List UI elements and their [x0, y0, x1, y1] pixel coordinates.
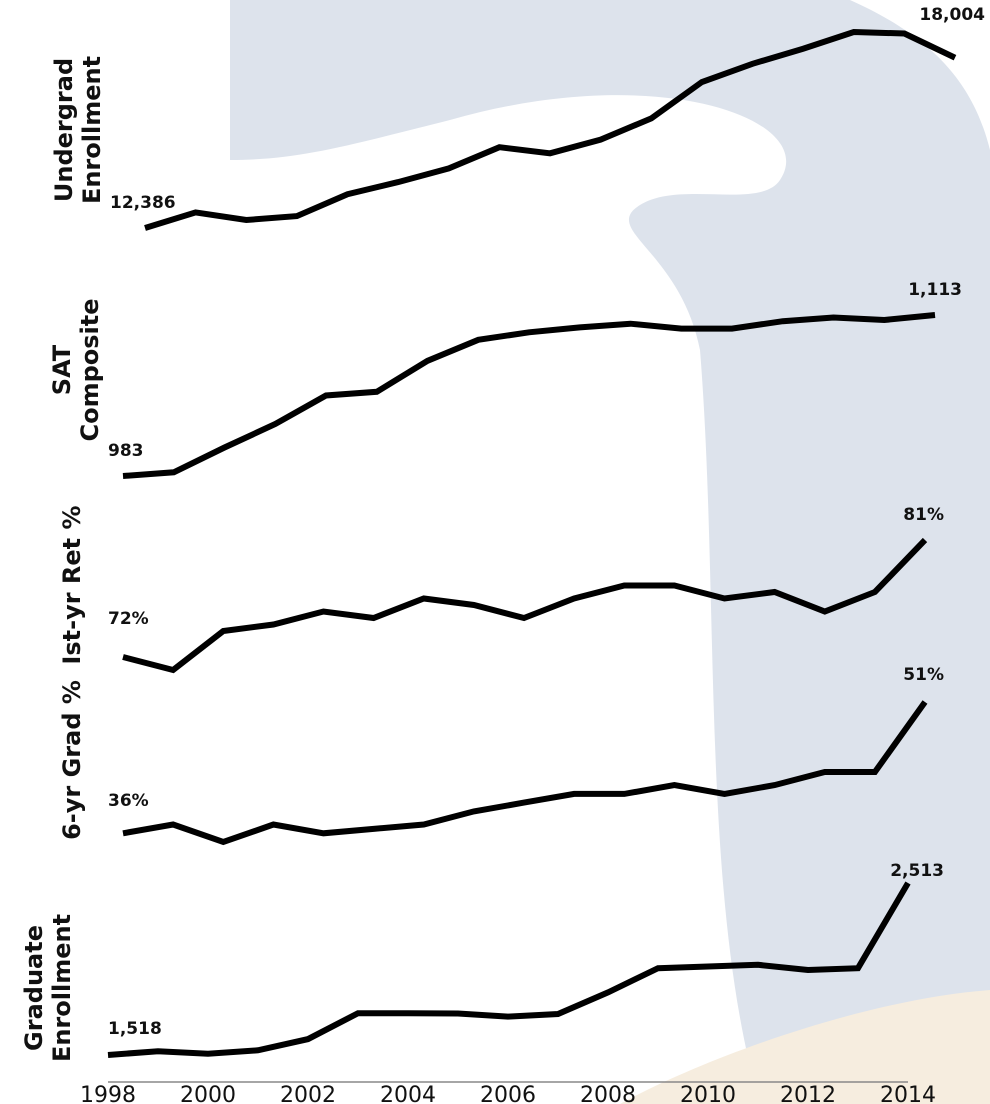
- start-label-sat: 983: [108, 441, 144, 461]
- x-tick-label-2012: 2012: [780, 1083, 836, 1104]
- end-label-sat: 1,113: [908, 280, 962, 300]
- series-line-undergrad-enrollment: [144, 28, 957, 231]
- watermark-tan-shape: [620, 990, 990, 1104]
- x-tick-label-2004: 2004: [380, 1083, 436, 1104]
- start-label-retention: 72%: [108, 609, 149, 629]
- series-lines: [107, 28, 957, 1058]
- row-label-graduate-line2: Enrollment: [48, 914, 76, 1062]
- start-label-grad-rate: 36%: [108, 791, 149, 811]
- watermark-logo: [230, 0, 990, 1104]
- series-line-six-year-grad-rate: [122, 700, 928, 846]
- x-axis-ticks: 1998 2000 2002 2004 2006 2008 2010 2012 2014: [80, 1083, 936, 1104]
- row-label-undergrad-line1: Undergrad: [50, 58, 78, 202]
- end-label-graduate: 2,513: [890, 861, 944, 881]
- data-labels: 12,386 18,004 983 1,113 72% 81% 36% 51% …: [108, 5, 985, 1039]
- row-label-sat-line1: SAT: [48, 344, 76, 395]
- x-tick-label-1998: 1998: [80, 1083, 136, 1104]
- series-line-sat-composite: [122, 312, 936, 479]
- watermark-blue-shape: [230, 0, 990, 1104]
- x-tick-label-2014: 2014: [880, 1083, 936, 1104]
- end-label-grad-rate: 51%: [903, 665, 944, 685]
- series-line-graduate-enrollment: [107, 881, 911, 1058]
- row-labels: Undergrad Enrollment SAT Composite Ist-y…: [20, 56, 106, 1062]
- x-tick-label-2002: 2002: [280, 1083, 336, 1104]
- x-tick-label-2010: 2010: [680, 1083, 736, 1104]
- end-label-undergrad: 18,004: [919, 5, 985, 25]
- row-label-grad-rate: 6-yr Grad %: [58, 680, 86, 840]
- row-label-undergrad-line2: Enrollment: [78, 56, 106, 204]
- x-tick-label-2008: 2008: [580, 1083, 636, 1104]
- x-tick-label-2000: 2000: [180, 1083, 236, 1104]
- row-label-retention: Ist-yr Ret %: [58, 505, 86, 664]
- start-label-undergrad: 12,386: [110, 193, 176, 213]
- start-label-graduate: 1,518: [108, 1019, 162, 1039]
- row-label-sat-line2: Composite: [76, 298, 104, 441]
- row-label-graduate-line1: Graduate: [20, 925, 48, 1051]
- x-tick-label-2006: 2006: [480, 1083, 536, 1104]
- end-label-retention: 81%: [903, 505, 944, 525]
- series-line-first-year-retention: [122, 537, 928, 674]
